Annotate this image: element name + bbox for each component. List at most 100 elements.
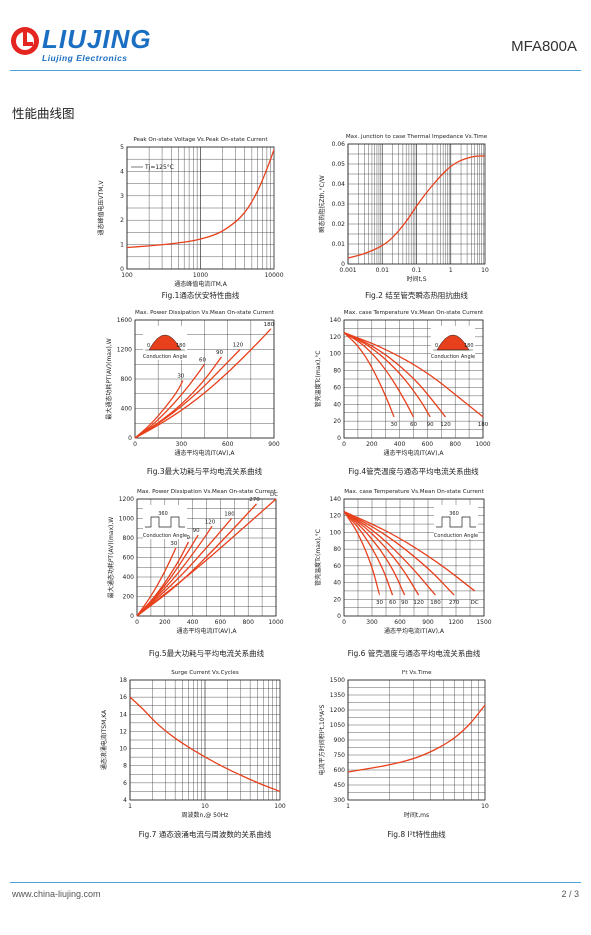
fig5-series-label: DC [270, 492, 278, 498]
fig2-caption: Fig.2 结至管壳瞬态热阻抗曲线 [365, 291, 468, 300]
fig8-ylabel: 电流平方时间积I²t,10⁴A²S [318, 704, 326, 775]
fig3-series-30 [134, 380, 184, 439]
fig6-series-180 [343, 510, 436, 596]
fig7-caption: Fig.7 通态浪涌电流与周波数的关系曲线 [138, 830, 272, 839]
fig3-series-label: 180 [264, 322, 275, 328]
fig5-series-label: 90 [193, 528, 200, 534]
fig1-ytick: 2 [120, 217, 124, 224]
fig3-xtick: 600 [222, 441, 234, 448]
fig7-ytick: 12 [119, 728, 127, 735]
fig5-inset-pulse-icon [145, 516, 185, 528]
fig5-series-30 [136, 547, 177, 617]
fig4-chart: Max. case Temperature Vs.Mean On-state C… [304, 304, 493, 466]
fig2-ytick: 0.06 [332, 141, 346, 148]
fig7-ytick: 14 [119, 711, 127, 718]
fig6-inset-bg [434, 505, 478, 539]
fig6-inset-tick: 360 [449, 511, 459, 517]
fig6-caption: Fig.6 管壳温度与通态平均电流关系曲线 [347, 649, 481, 658]
fig4-series-30 [343, 332, 395, 418]
fig4-xtick: 0 [342, 441, 346, 448]
fig5-xtick: 600 [215, 619, 227, 626]
fig6-frame [343, 498, 485, 617]
fig7-title: Surge Current Vs.Cycles [171, 670, 239, 676]
fig3-ylabel: 最大通态功耗PT(AV)(max),W [105, 338, 113, 419]
model-number: MFA800A [511, 38, 577, 55]
fig8-ytick: 450 [334, 782, 346, 789]
fig2-ytick: 0.02 [332, 221, 346, 228]
fig6-ytick: 20 [333, 596, 341, 603]
fig3-xtick: 0 [133, 441, 137, 448]
fig5-ytick: 1000 [119, 516, 134, 523]
fig2-title: Max. junction to case Thermal Impedance … [346, 134, 488, 140]
fig2-ytick: 0.03 [332, 201, 346, 208]
fig4-xtick: 600 [422, 441, 434, 448]
fig6-ytick: 40 [333, 580, 341, 587]
fig2-xtick: 0.1 [412, 267, 422, 274]
fig6-ytick: 0 [337, 613, 341, 620]
fig5-series-DC [136, 498, 277, 617]
fig4-series-120 [343, 332, 447, 418]
fig3-ytick: 800 [121, 376, 133, 383]
fig5-xtick: 200 [159, 619, 171, 626]
fig1-svg: Peak On-state Voltage Vs.Peak On-state C… [97, 137, 284, 288]
fig4-ytick: 40 [333, 401, 341, 408]
fig4-ytick: 60 [333, 384, 341, 391]
fig2-ytick: 0.01 [332, 241, 346, 248]
fig5-caption: Fig.5最大功耗与平均电流关系曲线 [148, 649, 265, 658]
fig6-ytick: 80 [333, 546, 341, 553]
fig8-ytick: 750 [334, 752, 346, 759]
fig5-inset-label: Conduction Angle [143, 533, 187, 539]
fig6-series-60 [343, 511, 394, 596]
fig6-ytick: 60 [333, 563, 341, 570]
fig6-inset-label: Conduction Angle [434, 533, 478, 539]
footer-url[interactable]: www.china-liujing.com [12, 889, 101, 899]
fig4-series-label: 120 [440, 422, 451, 428]
fig4-ytick: 80 [333, 368, 341, 375]
fig1-annotation: Tj=125°C [144, 164, 174, 171]
fig1-xlabel: 通态峰值电流ITM,A [174, 280, 228, 288]
fig8-xlabel: 时间t,ms [404, 811, 429, 819]
fig7-ytick: 8 [123, 763, 127, 770]
fig2-frame [347, 143, 486, 265]
fig4-frame [343, 319, 484, 439]
fig4-series-label: 180 [478, 422, 489, 428]
fig8-title: I²t Vs.Time [401, 669, 432, 676]
fig4-xtick: 400 [394, 441, 406, 448]
fig8-ytick: 300 [334, 797, 346, 804]
liujing-logo-icon [11, 27, 39, 55]
fig7-xlabel: 周波数n,@ 50Hz [182, 811, 229, 819]
fig5-chart: Max. Power Dissipation Vs.Mean On-state … [97, 483, 286, 644]
fig2-xtick: 0.001 [339, 267, 356, 274]
fig4-xtick: 1000 [475, 441, 490, 448]
fig6-xtick: 0 [342, 619, 346, 626]
fig7-ytick: 10 [119, 746, 127, 753]
fig8-xtick: 1 [346, 803, 350, 810]
fig3-series-label: 60 [199, 357, 206, 363]
fig7-series-main [129, 696, 281, 793]
fig4-ytick: 0 [337, 435, 341, 442]
fig6-series-label: 30 [376, 600, 383, 606]
fig6-ytick: 100 [330, 529, 342, 536]
fig6-chart: Max. case Temperature Vs.Mean On-state C… [304, 483, 494, 644]
fig2-ytick: 0.04 [332, 181, 346, 188]
fig4-caption: Fig.4管壳温度与通态平均电流关系曲线 [348, 467, 479, 476]
fig2-xlabel: 时间t,S [406, 275, 426, 283]
fig8-xtick: 10 [481, 803, 489, 810]
fig7-ytick: 4 [123, 797, 127, 804]
fig1-title: Peak On-state Voltage Vs.Peak On-state C… [133, 137, 268, 143]
fig3-title: Max. Power Dissipation Vs.Mean On-state … [135, 310, 275, 316]
fig1-ytick: 3 [120, 193, 124, 200]
fig6-ylabel: 管壳温度Tc(max),°C [314, 529, 322, 586]
brand-logo-subtitle: Liujing Electronics [42, 53, 128, 63]
fig7-xtick: 1 [128, 803, 132, 810]
fig5-ytick: 1200 [119, 496, 134, 503]
fig3-series-label: 30 [177, 373, 184, 379]
fig8-svg: I²t Vs.Time 1 10 300 450 600 750 900 1050 1200 135… [318, 669, 489, 819]
fig3-inset-label: Conduction Angle [143, 354, 187, 360]
fig4-ytick: 20 [333, 418, 341, 425]
fig3-inset-tick: 0 [147, 343, 150, 349]
fig6-xtick: 1200 [448, 619, 463, 626]
fig4-inset-tick: 180 [464, 343, 474, 349]
fig3-series-180 [134, 328, 272, 439]
fig4-ytick: 140 [330, 317, 342, 324]
